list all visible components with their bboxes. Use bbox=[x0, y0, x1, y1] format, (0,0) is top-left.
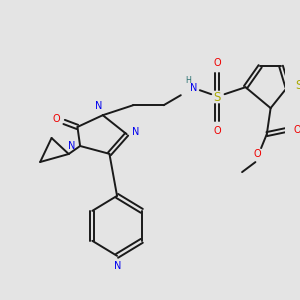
Text: N: N bbox=[114, 261, 122, 271]
Text: O: O bbox=[293, 125, 300, 135]
Text: O: O bbox=[213, 126, 221, 136]
Text: O: O bbox=[53, 114, 60, 124]
Text: H: H bbox=[185, 76, 191, 85]
Text: S: S bbox=[213, 91, 220, 104]
Text: S: S bbox=[295, 79, 300, 92]
Text: O: O bbox=[254, 149, 261, 159]
Text: O: O bbox=[213, 58, 221, 68]
Text: N: N bbox=[132, 127, 139, 137]
Text: N: N bbox=[95, 101, 103, 111]
Text: N: N bbox=[190, 83, 198, 93]
Text: N: N bbox=[68, 141, 75, 151]
